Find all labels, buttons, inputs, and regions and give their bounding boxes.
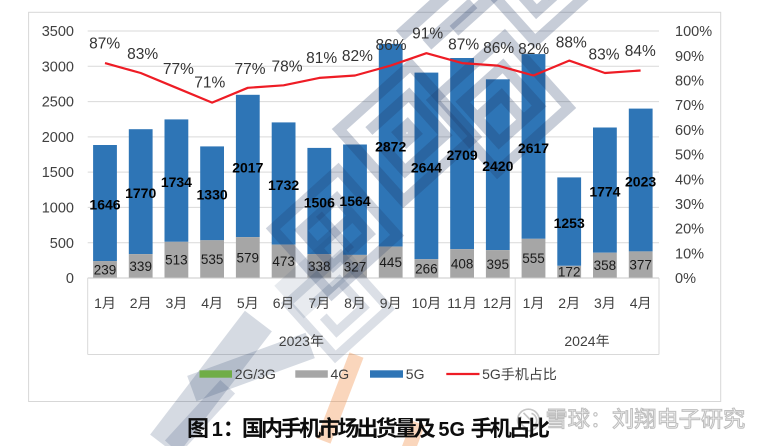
svg-text:86%: 86% xyxy=(375,37,406,54)
svg-text:83%: 83% xyxy=(127,46,158,63)
svg-text:535: 535 xyxy=(201,252,224,267)
svg-text:0: 0 xyxy=(66,271,74,287)
svg-text:82%: 82% xyxy=(518,41,549,58)
svg-text:339: 339 xyxy=(129,259,152,274)
svg-text:5G: 5G xyxy=(482,366,501,382)
svg-text:2709: 2709 xyxy=(447,147,478,163)
svg-text:358: 358 xyxy=(594,258,617,273)
svg-text:4G: 4G xyxy=(331,366,350,382)
svg-text:81%: 81% xyxy=(306,50,337,67)
svg-text:2000: 2000 xyxy=(42,130,74,146)
svg-text:473: 473 xyxy=(272,254,295,269)
svg-text:82%: 82% xyxy=(342,48,373,65)
svg-text:6: 6 xyxy=(273,295,281,311)
svg-text:3: 3 xyxy=(594,295,602,311)
svg-text:91%: 91% xyxy=(412,25,443,42)
svg-text:3500: 3500 xyxy=(42,24,74,40)
svg-text:84%: 84% xyxy=(625,43,656,60)
svg-text:100%: 100% xyxy=(675,24,712,40)
svg-text:2644: 2644 xyxy=(411,159,442,175)
svg-text:1774: 1774 xyxy=(589,184,620,200)
svg-text:50%: 50% xyxy=(675,148,704,164)
svg-text:2023: 2023 xyxy=(279,333,310,349)
svg-text:1330: 1330 xyxy=(197,187,228,203)
svg-text:1500: 1500 xyxy=(42,165,74,181)
svg-text:3: 3 xyxy=(166,295,174,311)
svg-text:513: 513 xyxy=(165,253,188,268)
svg-text:2017: 2017 xyxy=(232,159,263,175)
svg-text:1: 1 xyxy=(212,419,223,441)
svg-text:87%: 87% xyxy=(89,36,120,53)
svg-text:1770: 1770 xyxy=(125,185,156,201)
svg-text:11: 11 xyxy=(447,295,462,311)
svg-text:3000: 3000 xyxy=(42,59,74,75)
svg-text:2420: 2420 xyxy=(482,158,513,174)
svg-text:408: 408 xyxy=(451,256,474,271)
svg-text:86%: 86% xyxy=(483,40,514,57)
svg-text:80%: 80% xyxy=(675,74,704,90)
svg-text:395: 395 xyxy=(487,257,510,272)
svg-text:2: 2 xyxy=(558,295,566,311)
svg-text:2500: 2500 xyxy=(42,95,74,111)
svg-text:2617: 2617 xyxy=(518,140,549,156)
svg-text:1: 1 xyxy=(523,295,531,311)
svg-text:10: 10 xyxy=(412,295,428,311)
svg-text:1: 1 xyxy=(94,295,102,311)
svg-text:377: 377 xyxy=(629,258,652,273)
svg-text:2G/3G: 2G/3G xyxy=(235,366,276,382)
svg-text:5: 5 xyxy=(237,295,245,311)
svg-text:20%: 20% xyxy=(675,222,704,238)
svg-text:9: 9 xyxy=(380,295,388,311)
svg-text:579: 579 xyxy=(237,250,260,265)
svg-text:78%: 78% xyxy=(271,59,302,76)
svg-text:0%: 0% xyxy=(675,271,696,287)
svg-text:4: 4 xyxy=(630,295,638,311)
svg-text:10%: 10% xyxy=(675,246,704,262)
svg-text:172: 172 xyxy=(558,265,581,280)
svg-text:70%: 70% xyxy=(675,98,704,114)
svg-text:1564: 1564 xyxy=(339,193,370,209)
svg-text:4: 4 xyxy=(201,295,209,311)
svg-text:555: 555 xyxy=(522,251,545,266)
svg-text:77%: 77% xyxy=(163,61,194,78)
svg-text:7: 7 xyxy=(308,295,316,311)
svg-text:338: 338 xyxy=(308,259,331,274)
svg-text:8: 8 xyxy=(344,295,352,311)
svg-text:60%: 60% xyxy=(675,123,704,139)
svg-text:5G: 5G xyxy=(406,366,425,382)
svg-text:239: 239 xyxy=(94,262,117,277)
svg-text:327: 327 xyxy=(344,259,367,274)
svg-text:1000: 1000 xyxy=(42,201,74,217)
svg-text:71%: 71% xyxy=(194,75,225,92)
svg-text:90%: 90% xyxy=(675,49,704,65)
svg-text:1253: 1253 xyxy=(554,215,585,231)
svg-text:77%: 77% xyxy=(234,61,265,78)
svg-text:1732: 1732 xyxy=(268,177,299,193)
svg-text:445: 445 xyxy=(379,255,402,270)
svg-text:1734: 1734 xyxy=(161,174,192,190)
svg-text:30%: 30% xyxy=(675,197,704,213)
svg-text:1506: 1506 xyxy=(304,194,335,210)
svg-text:1646: 1646 xyxy=(89,197,120,213)
svg-text:2: 2 xyxy=(130,295,138,311)
svg-text:2872: 2872 xyxy=(375,139,406,155)
svg-text:88%: 88% xyxy=(556,35,587,52)
svg-text:5G: 5G xyxy=(438,419,465,441)
svg-text:266: 266 xyxy=(415,261,438,276)
svg-text:83%: 83% xyxy=(588,46,619,63)
svg-text:12: 12 xyxy=(483,295,499,311)
svg-text:500: 500 xyxy=(50,236,74,252)
svg-text:87%: 87% xyxy=(448,36,479,53)
svg-text:2023: 2023 xyxy=(625,173,656,189)
svg-text:40%: 40% xyxy=(675,172,704,188)
svg-text:2024: 2024 xyxy=(564,333,595,349)
